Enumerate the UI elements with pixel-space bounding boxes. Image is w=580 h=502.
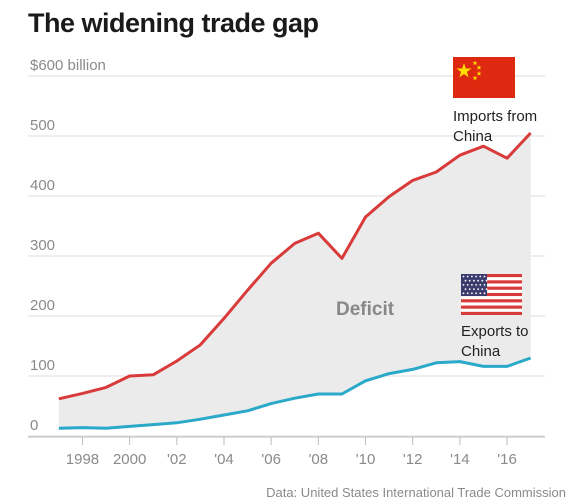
deficit-area: [58, 133, 531, 429]
x-tick-label: '16: [497, 451, 517, 468]
x-tick-label: '14: [450, 451, 470, 468]
y-tick-label: 400: [30, 177, 55, 194]
x-tick-label: '06: [261, 451, 281, 468]
y-axis-ticks: 0 100 200 300 400 500 $600 billion: [30, 57, 106, 434]
x-tick-label: '10: [356, 451, 376, 468]
imports-series-label: Imports from China: [453, 108, 541, 145]
x-tick-label: '04: [214, 451, 234, 468]
source-note: Data: United States International Trade …: [266, 485, 566, 500]
imports-label-line-2: China: [453, 128, 493, 145]
y-tick-label: 300: [30, 237, 55, 254]
y-tick-label: 500: [30, 117, 55, 134]
series-lines: [58, 131, 532, 430]
chart-title: The widening trade gap: [28, 8, 319, 38]
imports-label-line-1: Imports from: [453, 108, 537, 125]
x-tick-label: 2000: [113, 451, 146, 468]
deficit-area-layer: [58, 133, 531, 429]
y-tick-label: $600 billion: [30, 57, 106, 74]
x-axis-ticks: 1998 2000 '02 '04 '06 '08 '10 '12 '14 '16: [66, 437, 517, 468]
deficit-area-label: Deficit: [336, 299, 395, 320]
y-tick-label: 100: [30, 357, 55, 374]
exports-label-line-1: Exports to: [461, 323, 529, 340]
x-tick-label: '08: [309, 451, 329, 468]
exports-label-line-2: China: [461, 343, 501, 360]
x-tick-label: '12: [403, 451, 423, 468]
y-tick-label: 200: [30, 297, 55, 314]
y-tick-label: 0: [30, 417, 38, 434]
x-tick-label: '02: [167, 451, 187, 468]
us-flag-icon: [461, 274, 522, 315]
china-flag-icon: [453, 57, 515, 98]
x-tick-label: 1998: [66, 451, 99, 468]
exports-series-label: Exports to China: [461, 323, 533, 360]
